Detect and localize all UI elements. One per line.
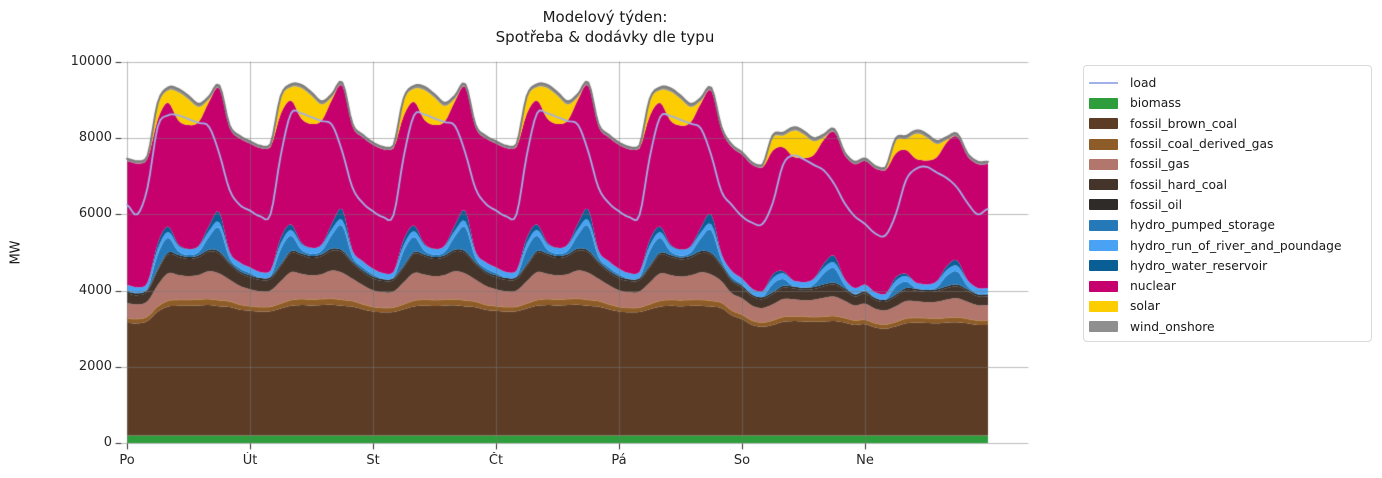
legend-line-swatch — [1089, 81, 1118, 85]
legend-label: solar — [1130, 299, 1160, 314]
x-tick-label: Po — [119, 453, 135, 468]
legend-label: wind_onshore — [1130, 319, 1215, 334]
legend-item-hydro_pumped_storage: hydro_pumped_storage — [1089, 215, 1365, 235]
legend-item-biomass: biomass — [1089, 93, 1365, 113]
legend-item-fossil_hard_coal: fossil_hard_coal — [1089, 174, 1365, 194]
x-tick-label: Pá — [611, 453, 627, 468]
chart-title-line2: Spotřeba & dodávky dle typu — [495, 28, 715, 46]
legend-label: biomass — [1130, 96, 1182, 111]
x-tick-label: Ne — [856, 453, 874, 468]
chart-title: Modelový týden: Spotřeba & dodávky dle t… — [496, 7, 715, 47]
legend-color-swatch — [1089, 179, 1118, 191]
chart-title-line1: Modelový týden: — [542, 8, 668, 26]
legend-color-swatch — [1089, 97, 1118, 109]
x-tick-label: Čt — [488, 453, 504, 468]
legend-label: hydro_water_reservoir — [1130, 258, 1268, 273]
legend-color-swatch — [1089, 118, 1118, 130]
x-tick-label: St — [366, 453, 380, 468]
legend-item-hydro_water_reservoir: hydro_water_reservoir — [1089, 256, 1365, 276]
legend-label: fossil_coal_derived_gas — [1130, 137, 1274, 152]
y-axis-label: MW — [8, 240, 24, 265]
legend-label: fossil_hard_coal — [1130, 177, 1228, 192]
legend-color-swatch — [1089, 158, 1118, 170]
legend-item-hydro_run_of_river_and_poundage: hydro_run_of_river_and_poundage — [1089, 235, 1365, 255]
y-tick-label: 10000 — [70, 54, 112, 69]
legend-label: fossil_gas — [1130, 157, 1190, 172]
legend-item-load: load — [1089, 73, 1365, 93]
legend-color-swatch — [1089, 240, 1118, 252]
legend-item-fossil_brown_coal: fossil_brown_coal — [1089, 114, 1365, 134]
legend-item-fossil_coal_derived_gas: fossil_coal_derived_gas — [1089, 134, 1365, 154]
y-tick-label: 6000 — [78, 206, 112, 222]
x-tick-label: Út — [242, 453, 258, 468]
y-tick-label: 4000 — [78, 282, 112, 298]
legend-color-swatch — [1089, 300, 1118, 312]
legend-item-nuclear: nuclear — [1089, 276, 1365, 296]
x-tick-label: So — [733, 453, 751, 468]
legend-item-solar: solar — [1089, 296, 1365, 316]
legend: load biomass fossil_brown_coal fossil_coal_… — [1083, 65, 1372, 342]
legend-color-swatch — [1089, 280, 1118, 292]
legend-label: hydro_run_of_river_and_poundage — [1130, 238, 1342, 253]
legend-item-fossil_gas: fossil_gas — [1089, 154, 1365, 174]
legend-color-swatch — [1089, 260, 1118, 272]
legend-label: fossil_brown_coal — [1130, 116, 1237, 131]
y-tick-label: 0 — [103, 435, 112, 450]
legend-label: fossil_oil — [1130, 197, 1183, 212]
legend-label: load — [1130, 76, 1157, 91]
legend-color-swatch — [1089, 219, 1118, 231]
legend-color-swatch — [1089, 199, 1118, 211]
legend-item-wind_onshore: wind_onshore — [1089, 317, 1365, 337]
legend-color-swatch — [1089, 321, 1118, 333]
legend-label: hydro_pumped_storage — [1130, 218, 1275, 233]
y-tick-label: 2000 — [78, 358, 112, 374]
legend-color-swatch — [1089, 138, 1118, 150]
y-tick-label: 8000 — [78, 130, 112, 146]
legend-label: nuclear — [1130, 279, 1176, 294]
legend-item-fossil_oil: fossil_oil — [1089, 195, 1365, 215]
